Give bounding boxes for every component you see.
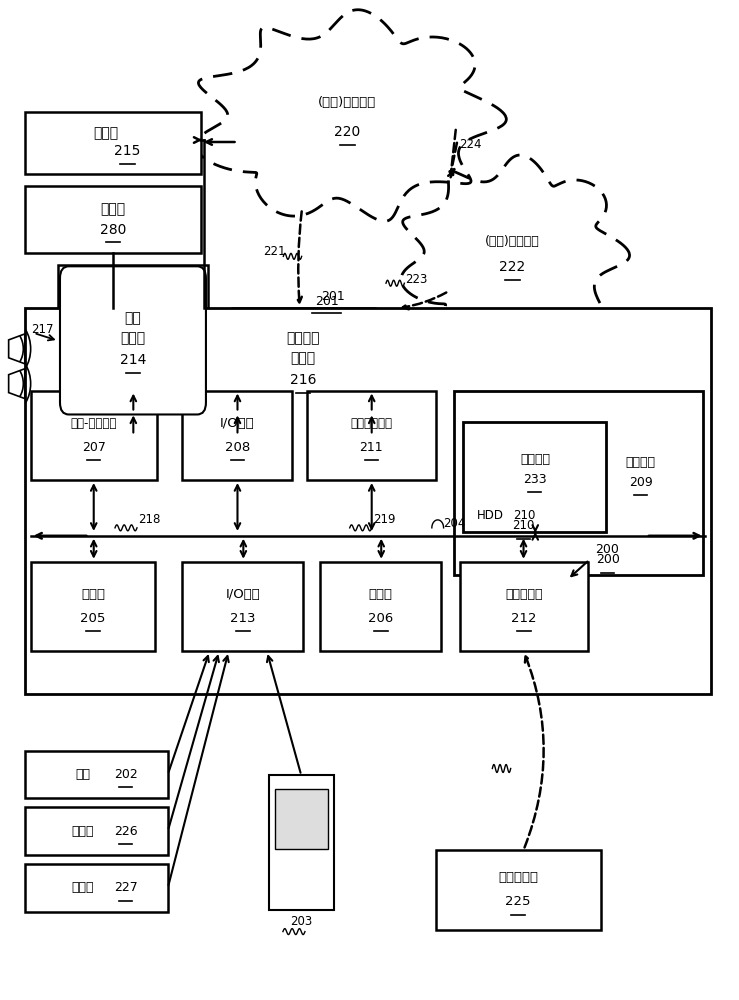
Text: 打印机: 打印机 <box>93 126 118 140</box>
Text: 201: 201 <box>315 295 338 308</box>
Text: 212: 212 <box>511 612 537 625</box>
Bar <box>307 391 435 480</box>
Text: I/O接口: I/O接口 <box>220 417 255 430</box>
Text: 280: 280 <box>100 223 126 237</box>
Polygon shape <box>9 369 25 399</box>
Bar <box>321 562 441 651</box>
Text: 应用程序: 应用程序 <box>520 453 550 466</box>
Text: 223: 223 <box>405 273 427 286</box>
Bar <box>183 391 293 480</box>
Polygon shape <box>9 334 25 364</box>
Text: 219: 219 <box>373 513 395 526</box>
Text: 视频: 视频 <box>125 312 141 326</box>
Text: 201: 201 <box>321 290 345 303</box>
Text: 204: 204 <box>443 517 466 530</box>
Text: 226: 226 <box>114 825 137 838</box>
Bar <box>460 562 588 651</box>
Text: 处理器: 处理器 <box>81 588 105 601</box>
Bar <box>58 265 208 412</box>
Text: I/O接口: I/O接口 <box>225 588 260 601</box>
Text: 键盘: 键盘 <box>75 768 91 781</box>
Text: (广域)通信网络: (广域)通信网络 <box>319 96 377 109</box>
Bar <box>231 308 375 412</box>
Bar <box>25 308 711 694</box>
Polygon shape <box>197 10 506 221</box>
Text: 盘存储介质: 盘存储介质 <box>498 871 538 884</box>
Text: 225: 225 <box>505 895 531 908</box>
Text: 202: 202 <box>114 768 137 781</box>
Text: 扫描器: 扫描器 <box>72 825 95 838</box>
Text: 音频-视频接口: 音频-视频接口 <box>70 417 117 430</box>
Text: 216: 216 <box>290 373 316 387</box>
Bar <box>25 112 201 174</box>
Bar <box>25 807 168 855</box>
Text: 麦克风: 麦克风 <box>101 203 126 217</box>
Text: 213: 213 <box>231 612 256 625</box>
Text: 显示器: 显示器 <box>120 331 146 345</box>
Bar <box>275 789 327 849</box>
Bar <box>30 562 155 651</box>
Bar <box>269 775 333 910</box>
Bar <box>454 391 704 575</box>
Text: 221: 221 <box>262 245 285 258</box>
Text: 210: 210 <box>514 509 536 522</box>
Text: 211: 211 <box>359 441 383 454</box>
Text: 220: 220 <box>334 125 361 139</box>
Text: 解调器: 解调器 <box>290 351 316 365</box>
Text: 214: 214 <box>120 353 146 367</box>
Text: 206: 206 <box>368 612 393 625</box>
Text: 203: 203 <box>290 915 313 928</box>
Text: 光盘驱动器: 光盘驱动器 <box>505 588 542 601</box>
Text: 本地网络接口: 本地网络接口 <box>350 417 392 430</box>
Bar <box>435 850 601 930</box>
Text: 210: 210 <box>512 519 535 532</box>
Text: 存储装置: 存储装置 <box>626 456 656 469</box>
Bar <box>25 186 201 253</box>
Text: 200: 200 <box>596 543 619 556</box>
Bar <box>25 751 168 798</box>
Text: 205: 205 <box>81 612 106 625</box>
FancyBboxPatch shape <box>60 266 206 414</box>
Text: 217: 217 <box>30 323 53 336</box>
Text: HDD: HDD <box>477 509 503 522</box>
Text: 208: 208 <box>225 441 250 454</box>
Text: 233: 233 <box>523 473 547 486</box>
Text: (局域)通信网络: (局域)通信网络 <box>485 235 540 248</box>
Text: 外部调制: 外部调制 <box>287 331 320 345</box>
Bar <box>463 422 607 532</box>
Text: 215: 215 <box>115 144 140 158</box>
Text: 218: 218 <box>138 513 161 526</box>
Bar <box>25 864 168 912</box>
Text: 227: 227 <box>114 881 137 894</box>
Bar <box>30 391 157 480</box>
Text: 222: 222 <box>500 260 525 274</box>
Polygon shape <box>401 155 630 349</box>
Text: 照相机: 照相机 <box>72 881 95 894</box>
Text: 209: 209 <box>629 476 653 489</box>
Text: 200: 200 <box>596 553 620 566</box>
Text: 存储器: 存储器 <box>369 588 393 601</box>
Bar <box>183 562 304 651</box>
Text: 224: 224 <box>459 138 482 151</box>
Text: 207: 207 <box>82 441 106 454</box>
